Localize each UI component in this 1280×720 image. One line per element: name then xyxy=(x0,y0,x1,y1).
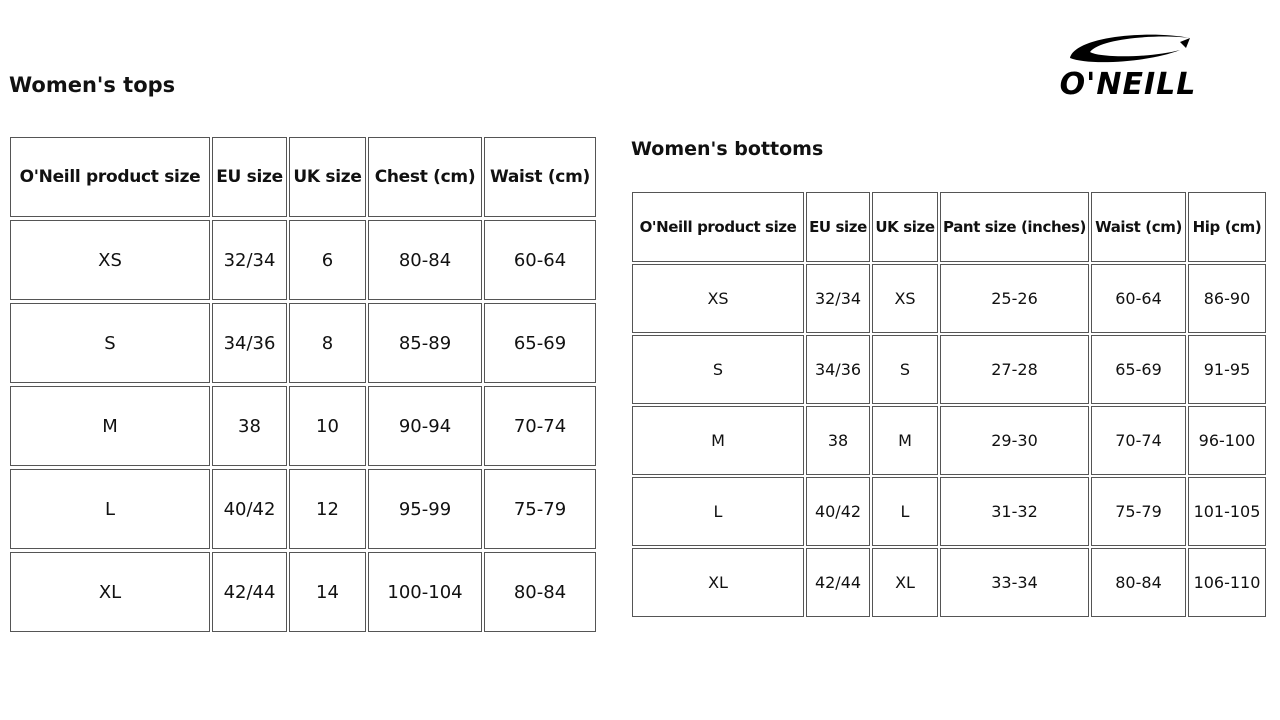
svg-text:O'NEILL: O'NEILL xyxy=(1060,67,1197,98)
table-cell: 60-64 xyxy=(1091,264,1186,333)
table-cell: XL xyxy=(632,548,804,617)
oneill-logo: O'NEILL xyxy=(1060,34,1197,98)
table-cell: L xyxy=(872,477,938,546)
table-cell: 100-104 xyxy=(368,552,482,632)
table-cell: 38 xyxy=(212,386,287,466)
table-row: M 38 10 90-94 70-74 xyxy=(10,386,596,466)
table-row: XL 42/44 14 100-104 80-84 xyxy=(10,552,596,632)
table-cell: 91-95 xyxy=(1188,335,1266,404)
table-cell: 101-105 xyxy=(1188,477,1266,546)
table-cell: 6 xyxy=(289,220,366,300)
table-cell: 31-32 xyxy=(940,477,1089,546)
table-cell: L xyxy=(10,469,210,549)
table-cell: 75-79 xyxy=(1091,477,1186,546)
table-cell: 75-79 xyxy=(484,469,596,549)
womens-bottoms-title: Women's bottoms xyxy=(631,138,824,160)
table-cell: 40/42 xyxy=(806,477,870,546)
table-cell: 42/44 xyxy=(806,548,870,617)
table-cell: 33-34 xyxy=(940,548,1089,617)
table-cell: 27-28 xyxy=(940,335,1089,404)
table-cell: M xyxy=(10,386,210,466)
column-header: UK size xyxy=(872,192,938,262)
table-cell: S xyxy=(872,335,938,404)
table-cell: 42/44 xyxy=(212,552,287,632)
table-cell: XS xyxy=(872,264,938,333)
table-cell: 32/34 xyxy=(806,264,870,333)
table-cell: 65-69 xyxy=(1091,335,1186,404)
table-row: XS 32/34 XS 25-26 60-64 86-90 xyxy=(632,264,1266,333)
column-header: EU size xyxy=(806,192,870,262)
column-header: Chest (cm) xyxy=(368,137,482,217)
table-cell: 25-26 xyxy=(940,264,1089,333)
table-cell: 90-94 xyxy=(368,386,482,466)
table-cell: 38 xyxy=(806,406,870,475)
table-cell: 65-69 xyxy=(484,303,596,383)
table-row: M 38 M 29-30 70-74 96-100 xyxy=(632,406,1266,475)
table-row: L 40/42 12 95-99 75-79 xyxy=(10,469,596,549)
table-cell: XL xyxy=(872,548,938,617)
header-row: O'Neill product size EU size UK size Chest … xyxy=(10,137,596,217)
table-row: S 34/36 8 85-89 65-69 xyxy=(10,303,596,383)
column-header: Waist (cm) xyxy=(1091,192,1186,262)
table-cell: 85-89 xyxy=(368,303,482,383)
table-cell: XL xyxy=(10,552,210,632)
column-header: O'Neill product size xyxy=(10,137,210,217)
table-cell: 60-64 xyxy=(484,220,596,300)
table-row: L 40/42 L 31-32 75-79 101-105 xyxy=(632,477,1266,546)
table-cell: XS xyxy=(10,220,210,300)
table-cell: 96-100 xyxy=(1188,406,1266,475)
column-header: O'Neill product size xyxy=(632,192,804,262)
womens-tops-title: Women's tops xyxy=(9,73,176,97)
table-cell: 95-99 xyxy=(368,469,482,549)
column-header: Hip (cm) xyxy=(1188,192,1266,262)
header-row: O'Neill product size EU size UK size Pant s… xyxy=(632,192,1266,262)
table-cell: 10 xyxy=(289,386,366,466)
table-cell: 70-74 xyxy=(1091,406,1186,475)
column-header: Waist (cm) xyxy=(484,137,596,217)
table-cell: XS xyxy=(632,264,804,333)
table-cell: 70-74 xyxy=(484,386,596,466)
table-cell: 29-30 xyxy=(940,406,1089,475)
table-cell: 34/36 xyxy=(806,335,870,404)
column-header: Pant size (inches) xyxy=(940,192,1089,262)
table-cell: 106-110 xyxy=(1188,548,1266,617)
table-cell: L xyxy=(632,477,804,546)
table-cell: S xyxy=(10,303,210,383)
table-cell: S xyxy=(632,335,804,404)
table-row: S 34/36 S 27-28 65-69 91-95 xyxy=(632,335,1266,404)
column-header: EU size xyxy=(212,137,287,217)
table-row: XS 32/34 6 80-84 60-64 xyxy=(10,220,596,300)
table-cell: 8 xyxy=(289,303,366,383)
table-cell: M xyxy=(632,406,804,475)
table-cell: 86-90 xyxy=(1188,264,1266,333)
womens-bottoms-table: O'Neill product size EU size UK size Pant s… xyxy=(630,190,1268,619)
table-cell: 12 xyxy=(289,469,366,549)
table-cell: 80-84 xyxy=(368,220,482,300)
table-cell: 14 xyxy=(289,552,366,632)
table-row: XL 42/44 XL 33-34 80-84 106-110 xyxy=(632,548,1266,617)
table-cell: 34/36 xyxy=(212,303,287,383)
table-cell: 80-84 xyxy=(484,552,596,632)
table-cell: 80-84 xyxy=(1091,548,1186,617)
table-cell: M xyxy=(872,406,938,475)
table-cell: 32/34 xyxy=(212,220,287,300)
column-header: UK size xyxy=(289,137,366,217)
table-cell: 40/42 xyxy=(212,469,287,549)
womens-tops-table: O'Neill product size EU size UK size Chest … xyxy=(8,134,598,635)
